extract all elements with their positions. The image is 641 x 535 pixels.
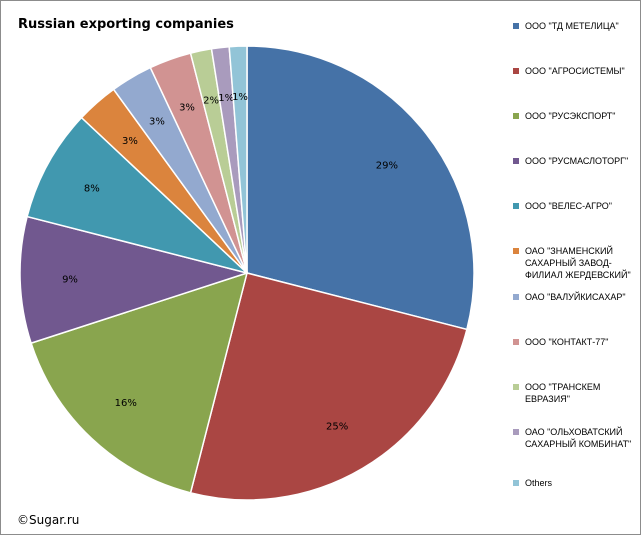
legend-swatch — [513, 480, 519, 486]
legend-swatch — [513, 429, 519, 435]
slice-label-2: 25% — [326, 421, 348, 432]
legend-swatch — [513, 113, 519, 119]
slice-label-8: 3% — [179, 102, 195, 113]
legend-label: ОАО "ВАЛУЙКИСАХАР" — [525, 292, 626, 302]
legend-swatch — [513, 23, 519, 29]
legend-label: ООО "ВЕЛЕС-АГРО" — [525, 201, 612, 211]
pie-slice-5 — [26, 116, 248, 274]
slice-label-5: 8% — [84, 184, 100, 195]
slice-label-9: 2% — [203, 96, 219, 107]
slice-label-3: 16% — [115, 398, 137, 409]
slice-label-1: 29% — [376, 161, 398, 172]
legend-swatch — [513, 68, 519, 74]
slice-label-6: 3% — [122, 136, 138, 147]
legend-swatch — [513, 158, 519, 164]
source-note: ©Sugar.ru — [17, 513, 80, 527]
legend-swatch — [513, 384, 519, 390]
chart-title: Russian exporting companies — [18, 17, 234, 32]
pie-slice-11 — [228, 45, 248, 274]
legend-swatch — [513, 203, 519, 209]
legend-swatch — [513, 339, 519, 345]
pie-slice-1 — [246, 45, 475, 331]
legend-label: ООО "ТД МЕТЕЛИЦА" — [525, 21, 619, 31]
pie-slice-3 — [30, 271, 249, 494]
legend-label: ООО "АГРОСИСТЕМЫ" — [525, 66, 625, 76]
legend-label: ООО "КОНТАКТ-77" — [525, 337, 609, 347]
legend-swatch — [513, 294, 519, 300]
legend-label: ООО "ТРАНСКЕМ ЕВРАЗИЯ" — [525, 382, 601, 404]
slice-label-11: 1% — [232, 92, 248, 103]
pie-slice-2 — [189, 272, 468, 501]
legend-swatch — [513, 248, 519, 254]
legend-label: ОАО "ОЛЬХОВАТСКИЙ САХАРНЫЙ КОМБИНАТ" — [525, 427, 632, 449]
legend-label: ОАО "ЗНАМЕНСКИЙ САХАРНЫЙ ЗАВОД-ФИЛИАЛ ЖЕ… — [525, 246, 631, 280]
legend-label: Others — [525, 478, 553, 488]
slice-label-7: 3% — [149, 117, 165, 128]
legend-label: ООО "РУСЭКСПОРТ" — [525, 111, 616, 121]
pie-slice-4 — [19, 215, 250, 345]
slice-label-4: 9% — [62, 275, 78, 286]
slice-label-10: 1% — [218, 93, 234, 104]
legend-label: ООО "РУСМАСЛОТОРГ" — [525, 156, 629, 166]
